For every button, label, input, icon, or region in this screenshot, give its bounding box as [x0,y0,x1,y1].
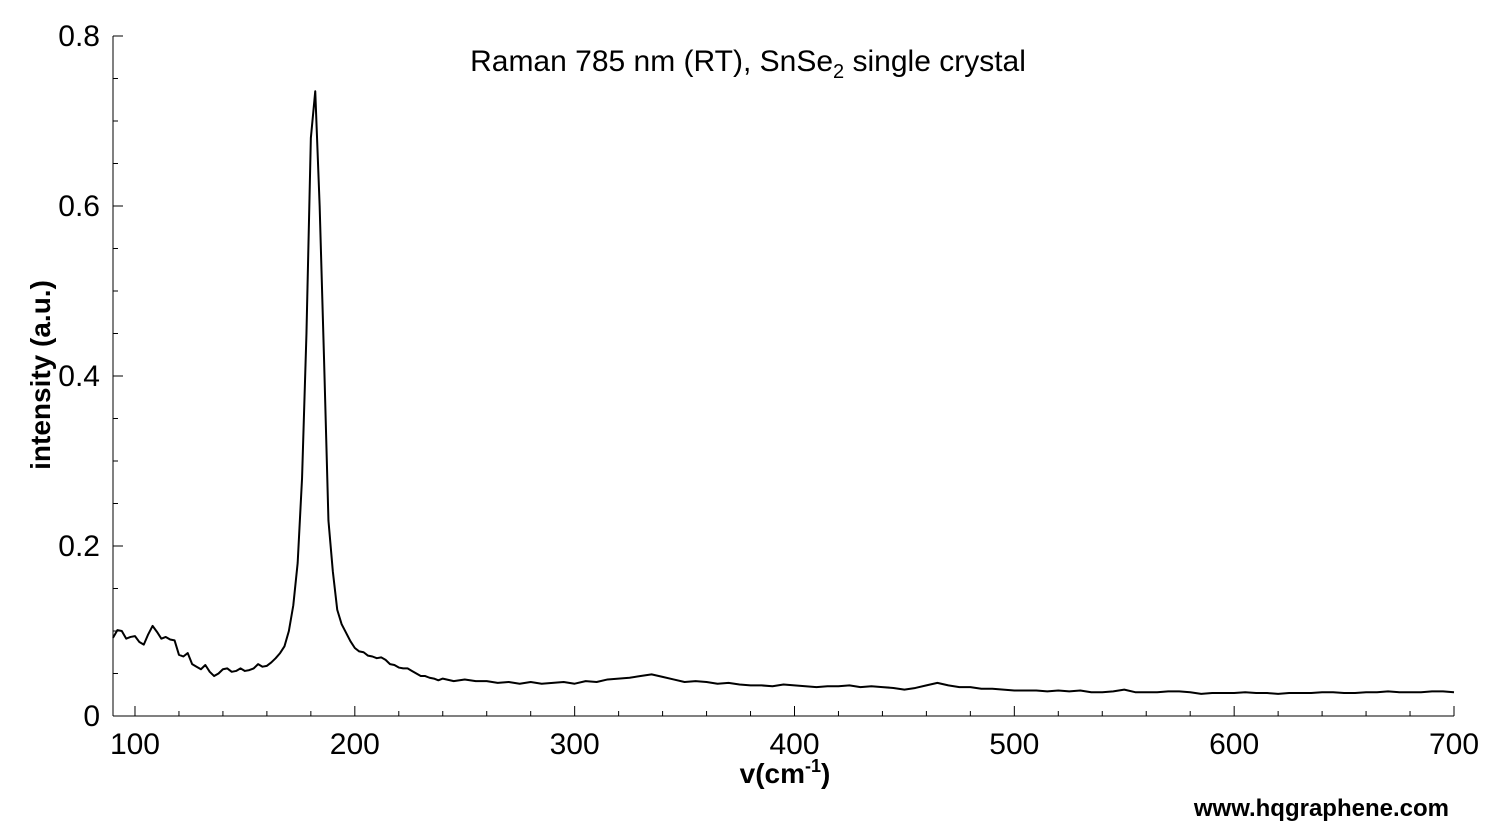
x-tick-label: 300 [550,728,600,761]
y-tick-label: 0.2 [58,530,100,563]
x-axis: 100 200 300 400 500 600 700 [110,706,1479,761]
y-tick-label: 0.4 [58,360,100,393]
y-tick-label: 0.8 [58,20,100,53]
x-tick-label: 500 [989,728,1039,761]
chart-title: Raman 785 nm (RT), SnSe2 single crystal [470,45,1026,83]
x-axis-title: v(cm-1) [740,756,831,789]
y-axis: 0 0.2 0.4 0.6 0.8 [58,20,123,733]
x-tick-label: 400 [769,728,819,761]
x-tick-label: 100 [110,728,160,761]
watermark-url: www.hqgraphene.com [1193,795,1449,822]
x-tick-label: 200 [330,728,380,761]
y-tick-label: 0 [83,700,100,733]
y-tick-label: 0.6 [58,190,100,223]
plot-area [112,90,1455,695]
series-line-1 [112,90,1455,695]
x-tick-label: 700 [1429,728,1479,761]
x-tick-label: 600 [1209,728,1259,761]
y-axis-title: intensity (a.u.) [25,280,56,470]
